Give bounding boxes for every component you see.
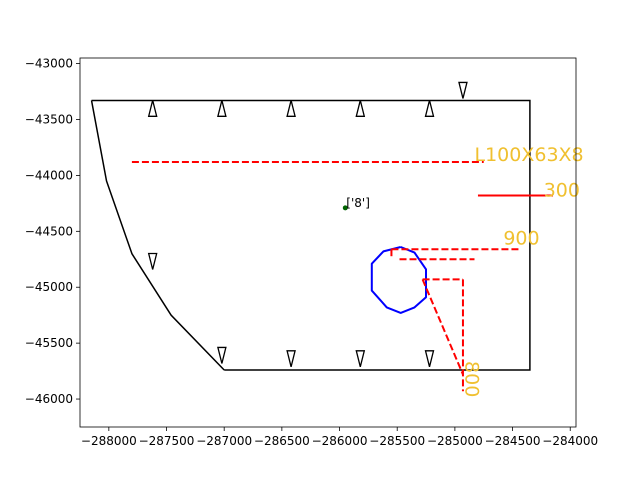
x-tick-label: −286000 bbox=[312, 434, 368, 448]
support-marker-up bbox=[355, 100, 366, 117]
y-tick-label: −46000 bbox=[25, 392, 73, 406]
y-tick-label: −45500 bbox=[25, 336, 73, 350]
x-tick-label: −286500 bbox=[254, 434, 310, 448]
support-marker-down bbox=[286, 350, 296, 367]
support-marker-down bbox=[355, 350, 366, 367]
y-tick-label: −45000 bbox=[25, 280, 73, 294]
support-marker-up bbox=[147, 100, 158, 117]
y-tick-label: −44500 bbox=[25, 224, 73, 238]
outline-edges bbox=[91, 99, 531, 371]
y-tick-label: −43500 bbox=[25, 113, 73, 127]
x-tick-label: −284000 bbox=[542, 434, 598, 448]
plot-area-frame bbox=[79, 57, 577, 428]
support-marker-down bbox=[424, 350, 435, 367]
reference-point-group: ['8'] bbox=[342, 196, 370, 211]
outline-arc bbox=[90, 100, 225, 371]
support-marker-up bbox=[286, 100, 296, 117]
x-tick-label: −285500 bbox=[369, 434, 425, 448]
support-marker-down bbox=[147, 252, 158, 270]
dimension-labels: L100X63X8 300 900 800 bbox=[460, 144, 583, 397]
dimension-label: 300 bbox=[544, 180, 580, 202]
x-tick-label: −288000 bbox=[81, 434, 137, 448]
y-axis-ticks: −43000 −43500 −44000 −44500 −45000 −45500 −460… bbox=[25, 57, 80, 406]
dimension-line-dashed bbox=[421, 279, 464, 375]
panel-outline bbox=[90, 99, 531, 371]
x-axis-ticks: −288000 −287500 −287000 −286500 −286000 −2855… bbox=[81, 427, 598, 448]
y-tick-label: −43000 bbox=[25, 57, 73, 71]
opening-contour bbox=[370, 246, 427, 314]
dimension-label: L100X63X8 bbox=[474, 144, 583, 166]
x-tick-label: −287000 bbox=[196, 434, 252, 448]
support-marker-up bbox=[424, 100, 435, 117]
dimension-lines bbox=[131, 160, 553, 392]
support-marker-up bbox=[217, 100, 227, 117]
x-tick-label: −285000 bbox=[427, 434, 483, 448]
x-tick-label: −287500 bbox=[139, 434, 195, 448]
reference-point-label: ['8'] bbox=[346, 196, 370, 210]
y-tick-label: −44000 bbox=[25, 168, 73, 182]
x-tick-label: −284500 bbox=[485, 434, 541, 448]
reference-point bbox=[342, 205, 348, 211]
dimension-label: 800 bbox=[460, 361, 482, 397]
support-marker-down bbox=[217, 346, 227, 364]
opening-outline bbox=[370, 246, 427, 314]
support-marker-down bbox=[458, 81, 468, 99]
support-markers bbox=[147, 81, 468, 367]
dimension-label: 900 bbox=[503, 228, 539, 250]
plot-area-background bbox=[80, 58, 576, 427]
